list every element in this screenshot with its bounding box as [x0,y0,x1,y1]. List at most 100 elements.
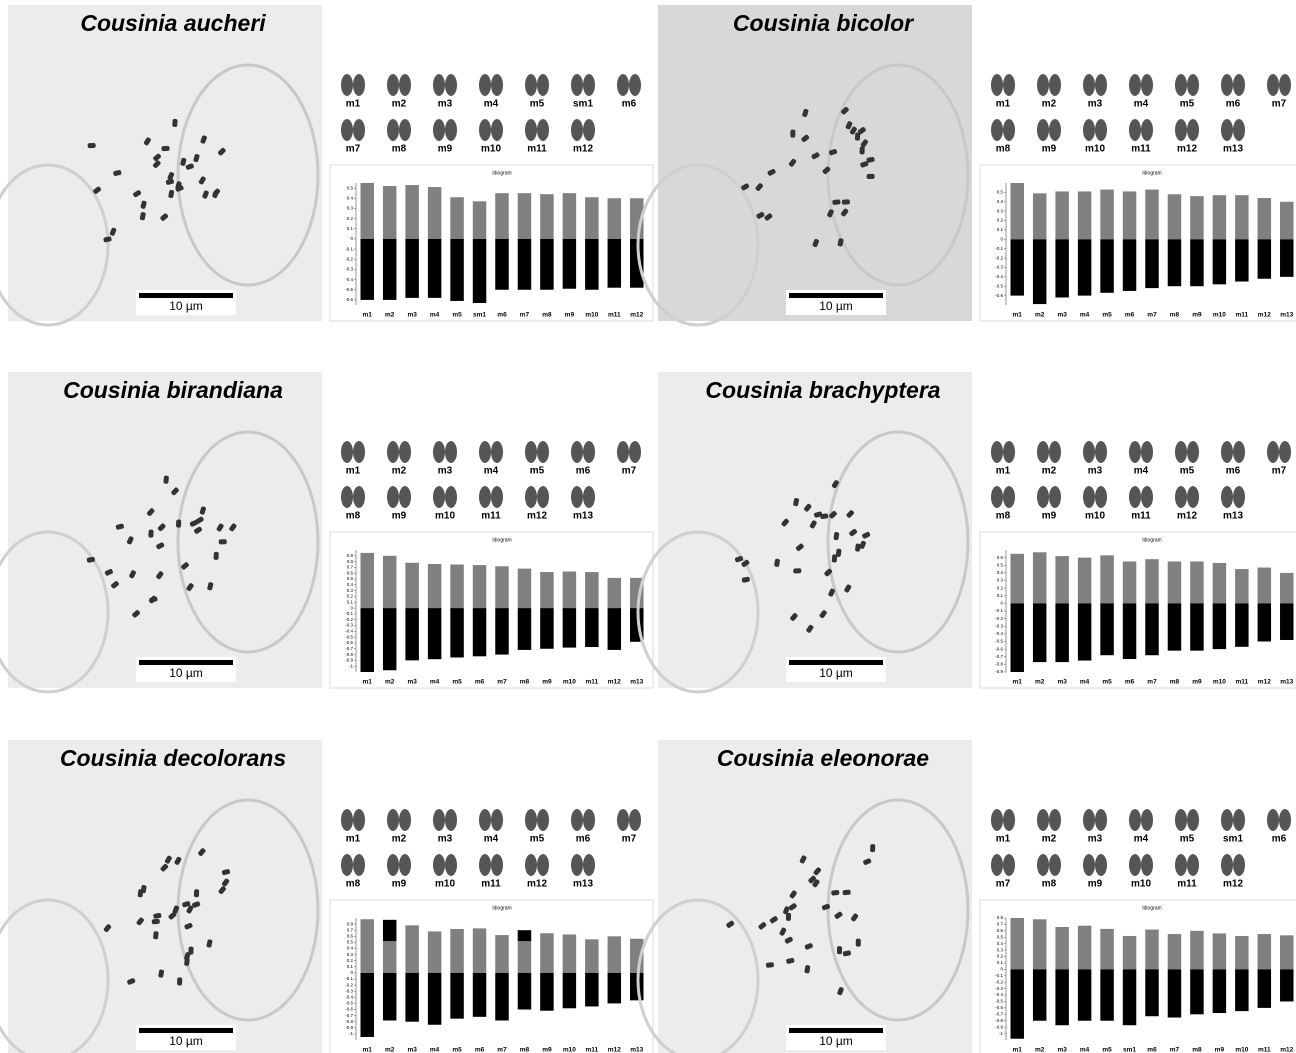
bar [473,201,486,239]
chromatid [433,809,445,831]
y-tick-label: 0.7 [347,565,354,570]
chromatid [399,441,411,463]
x-tick-label: m1 [363,679,373,686]
chromosome [177,977,182,985]
karyotype-label: m13 [573,511,593,522]
chromosome [832,199,840,205]
x-tick-label: m5 [1102,679,1112,686]
y-tick-label: -0.1 [995,246,1003,251]
bar [1100,190,1113,240]
y-tick-label: -0.7 [345,1013,353,1018]
chromatid [1221,486,1233,508]
y-tick-label: -1 [349,1031,353,1036]
chromatid [1049,809,1061,831]
x-tick-label: m1 [363,1047,373,1053]
x-tick-label: m13 [630,679,643,686]
karyotype-label: m11 [1131,144,1151,155]
chromatid [525,854,537,876]
bar [1168,969,1181,1017]
y-tick-label: 0.5 [997,190,1004,195]
bar [1055,556,1068,603]
karyotype-label: m12 [1177,511,1197,522]
x-tick-label: m9 [1192,312,1202,319]
karyotype-label: m12 [1223,879,1243,890]
chart-area [330,532,653,688]
scale-label: 10 µm [819,299,853,313]
chart-area [330,165,653,321]
chromosome [837,946,842,954]
x-tick-label: m6 [475,679,485,686]
karyotype-label: m13 [1223,144,1243,155]
y-tick-label: -0.1 [995,608,1003,613]
bar [1168,239,1181,286]
y-tick-label: -0.5 [345,634,353,639]
y-tick-label: -0.2 [995,979,1003,984]
micrograph [658,5,972,321]
y-tick-label: -0.6 [995,293,1003,298]
x-tick-label: m13 [630,1047,643,1053]
karyotype-label: m2 [392,466,407,477]
y-tick-label: 0.6 [347,933,354,938]
x-tick-label: m3 [1057,679,1067,686]
x-tick-label: m7 [1170,1047,1180,1053]
scale-bar [139,293,233,298]
bar [1055,191,1068,239]
bar [518,973,531,1010]
chromatid [537,74,549,96]
bar [360,239,373,300]
chromatid [353,74,365,96]
y-tick-label: -0.3 [995,623,1003,628]
chromosome [194,889,199,897]
chromatid [1233,119,1245,141]
bar [1145,559,1158,603]
bar [518,569,531,609]
bar [450,929,463,973]
chromosome [842,199,850,205]
chromatid [537,441,549,463]
y-tick-label: -0.7 [345,646,353,651]
y-tick-label: -0.8 [345,652,353,657]
karyotype-label: m4 [484,466,499,477]
karyotype-label: m2 [1042,466,1057,477]
chromatid [353,486,365,508]
bar [1055,603,1068,662]
karyotype-label: m2 [1042,834,1057,845]
chromatid [433,441,445,463]
karyotype-label: m2 [1042,99,1057,110]
karyotype-label: m7 [1272,99,1287,110]
karyotype-label: m3 [438,466,453,477]
bar [1258,568,1271,604]
x-tick-label: m8 [520,1047,530,1053]
x-tick-label: m5 [452,1047,462,1053]
x-tick-label: m3 [407,312,417,319]
chromatid [353,809,365,831]
y-tick-label: 0.6 [997,555,1004,560]
chromatid [1187,486,1199,508]
bar [1213,969,1226,1013]
x-tick-label: m4 [430,1047,440,1053]
chromatid [1003,441,1015,463]
chromatid [341,441,353,463]
karyotype-label: sm1 [1223,834,1243,845]
karyotype-label: m9 [1088,879,1103,890]
x-tick-label: m10 [563,679,576,686]
bar [360,919,373,973]
y-tick-label: -0.9 [345,1025,353,1030]
chromatid [479,809,491,831]
karyotype-label: m5 [1180,99,1195,110]
bar [1033,603,1046,662]
bar [1100,239,1113,292]
chromatid [341,74,353,96]
chromatid [583,809,595,831]
x-tick-label: m5 [452,679,462,686]
y-tick-label: 0.8 [347,559,354,564]
karyotype-label: m10 [435,511,455,522]
x-tick-label: m11 [608,312,621,319]
y-tick-label: -0.8 [995,1018,1003,1023]
chromatid [1049,441,1061,463]
y-tick-label: 0.1 [997,593,1004,598]
y-tick-label: 0.3 [997,208,1004,213]
chromatid [1221,854,1233,876]
chromatid [1175,119,1187,141]
bar [1010,183,1023,239]
